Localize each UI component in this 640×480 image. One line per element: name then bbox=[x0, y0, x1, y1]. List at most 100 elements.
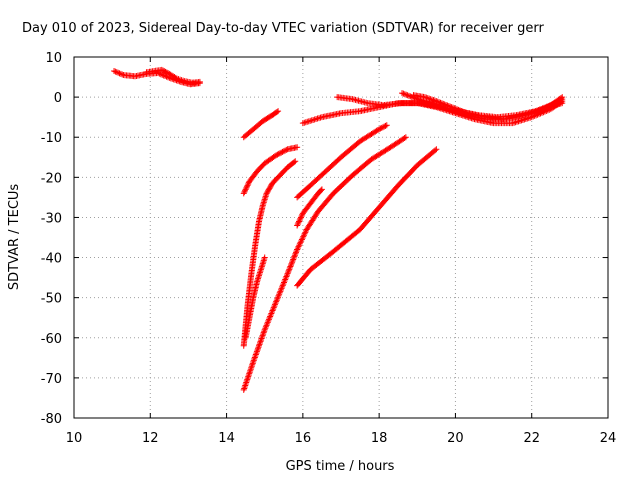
data-point bbox=[257, 338, 264, 345]
data-point bbox=[287, 262, 294, 269]
data-point bbox=[288, 260, 295, 267]
data-point bbox=[282, 147, 289, 154]
data-point bbox=[254, 345, 261, 352]
data-point bbox=[298, 236, 305, 243]
x-tick-label: 18 bbox=[371, 431, 388, 446]
data-point bbox=[433, 146, 440, 153]
data-point bbox=[553, 98, 560, 105]
data-point bbox=[296, 217, 303, 224]
data-point bbox=[444, 102, 451, 109]
x-tick-label: 24 bbox=[600, 431, 617, 446]
data-point bbox=[297, 214, 304, 221]
data-point bbox=[263, 322, 270, 329]
x-tick-label: 16 bbox=[295, 431, 312, 446]
data-point bbox=[267, 182, 274, 189]
data-point bbox=[117, 70, 124, 77]
data-point bbox=[548, 101, 555, 108]
data-point bbox=[432, 147, 439, 154]
series-arc-a bbox=[240, 108, 282, 141]
series-arc-b bbox=[240, 144, 301, 197]
y-tick-label: -30 bbox=[41, 211, 62, 226]
x-tick-label: 20 bbox=[447, 431, 464, 446]
data-point bbox=[297, 239, 304, 246]
data-point bbox=[285, 269, 292, 276]
data-point bbox=[436, 99, 443, 106]
data-point bbox=[301, 230, 308, 237]
data-point bbox=[404, 92, 411, 99]
data-point bbox=[280, 280, 287, 287]
data-point bbox=[274, 294, 281, 301]
data-point bbox=[264, 320, 271, 327]
data-point bbox=[255, 344, 262, 351]
data-point bbox=[283, 272, 290, 279]
y-axis-title: SDTVAR / TECUs bbox=[7, 184, 22, 291]
data-point bbox=[443, 101, 450, 108]
data-point bbox=[544, 103, 551, 110]
data-point bbox=[293, 249, 300, 256]
chart-title: Day 010 of 2023, Sidereal Day-to-day VTE… bbox=[22, 21, 544, 36]
data-point bbox=[378, 124, 385, 131]
data-point bbox=[430, 97, 437, 104]
series-arc-h bbox=[294, 134, 409, 253]
data-point bbox=[456, 107, 463, 114]
x-axis-title: GPS time / hours bbox=[286, 459, 395, 474]
data-point bbox=[291, 252, 298, 259]
data-point bbox=[455, 106, 462, 113]
data-point bbox=[160, 72, 167, 79]
data-point bbox=[275, 150, 282, 157]
data-point bbox=[277, 288, 284, 295]
data-point bbox=[438, 100, 445, 107]
data-point bbox=[459, 108, 466, 115]
data-point bbox=[450, 104, 457, 111]
data-point bbox=[243, 378, 250, 385]
data-point bbox=[273, 152, 280, 159]
series-arc-f bbox=[294, 186, 325, 229]
data-point bbox=[265, 316, 272, 323]
data-point bbox=[242, 186, 249, 193]
data-point bbox=[294, 222, 301, 229]
y-tick-label: 0 bbox=[54, 91, 62, 106]
data-point bbox=[250, 357, 257, 364]
data-point bbox=[407, 93, 414, 100]
data-point bbox=[248, 364, 255, 371]
data-point bbox=[542, 104, 549, 111]
data-point bbox=[278, 149, 285, 156]
data-point bbox=[447, 103, 454, 110]
data-point bbox=[261, 254, 268, 261]
series-arc-d bbox=[242, 254, 268, 341]
data-point bbox=[555, 98, 562, 105]
series-arc-m bbox=[410, 92, 566, 123]
data-point bbox=[268, 309, 275, 316]
data-point bbox=[549, 101, 556, 108]
data-point bbox=[262, 323, 269, 330]
data-point bbox=[249, 360, 256, 367]
data-point bbox=[295, 219, 302, 226]
data-point bbox=[427, 96, 434, 103]
data-point bbox=[296, 240, 303, 247]
series-arc-e bbox=[240, 246, 301, 393]
data-point bbox=[556, 97, 563, 104]
data-point bbox=[277, 286, 284, 293]
data-point bbox=[429, 96, 436, 103]
series-arc-g bbox=[294, 122, 390, 201]
data-point bbox=[264, 189, 271, 196]
data-point bbox=[448, 104, 455, 111]
data-point bbox=[273, 297, 280, 304]
label-layer: 10 12 14 16 18 20 22 24 10 0 -10 -20 -30 -40 -50 -60 -70… bbox=[41, 51, 617, 446]
data-point bbox=[156, 70, 163, 77]
data-point bbox=[546, 102, 553, 109]
data-point bbox=[292, 250, 299, 257]
y-tick-label: -20 bbox=[41, 171, 62, 186]
data-point bbox=[266, 185, 273, 192]
data-point bbox=[433, 98, 440, 105]
data-point bbox=[377, 125, 384, 132]
data-point bbox=[423, 94, 430, 101]
data-point bbox=[300, 233, 307, 240]
data-point bbox=[267, 313, 274, 320]
data-point bbox=[400, 90, 407, 97]
data-point bbox=[270, 306, 277, 313]
data-point bbox=[399, 90, 406, 97]
data-point bbox=[161, 68, 168, 75]
data-point bbox=[260, 331, 267, 338]
